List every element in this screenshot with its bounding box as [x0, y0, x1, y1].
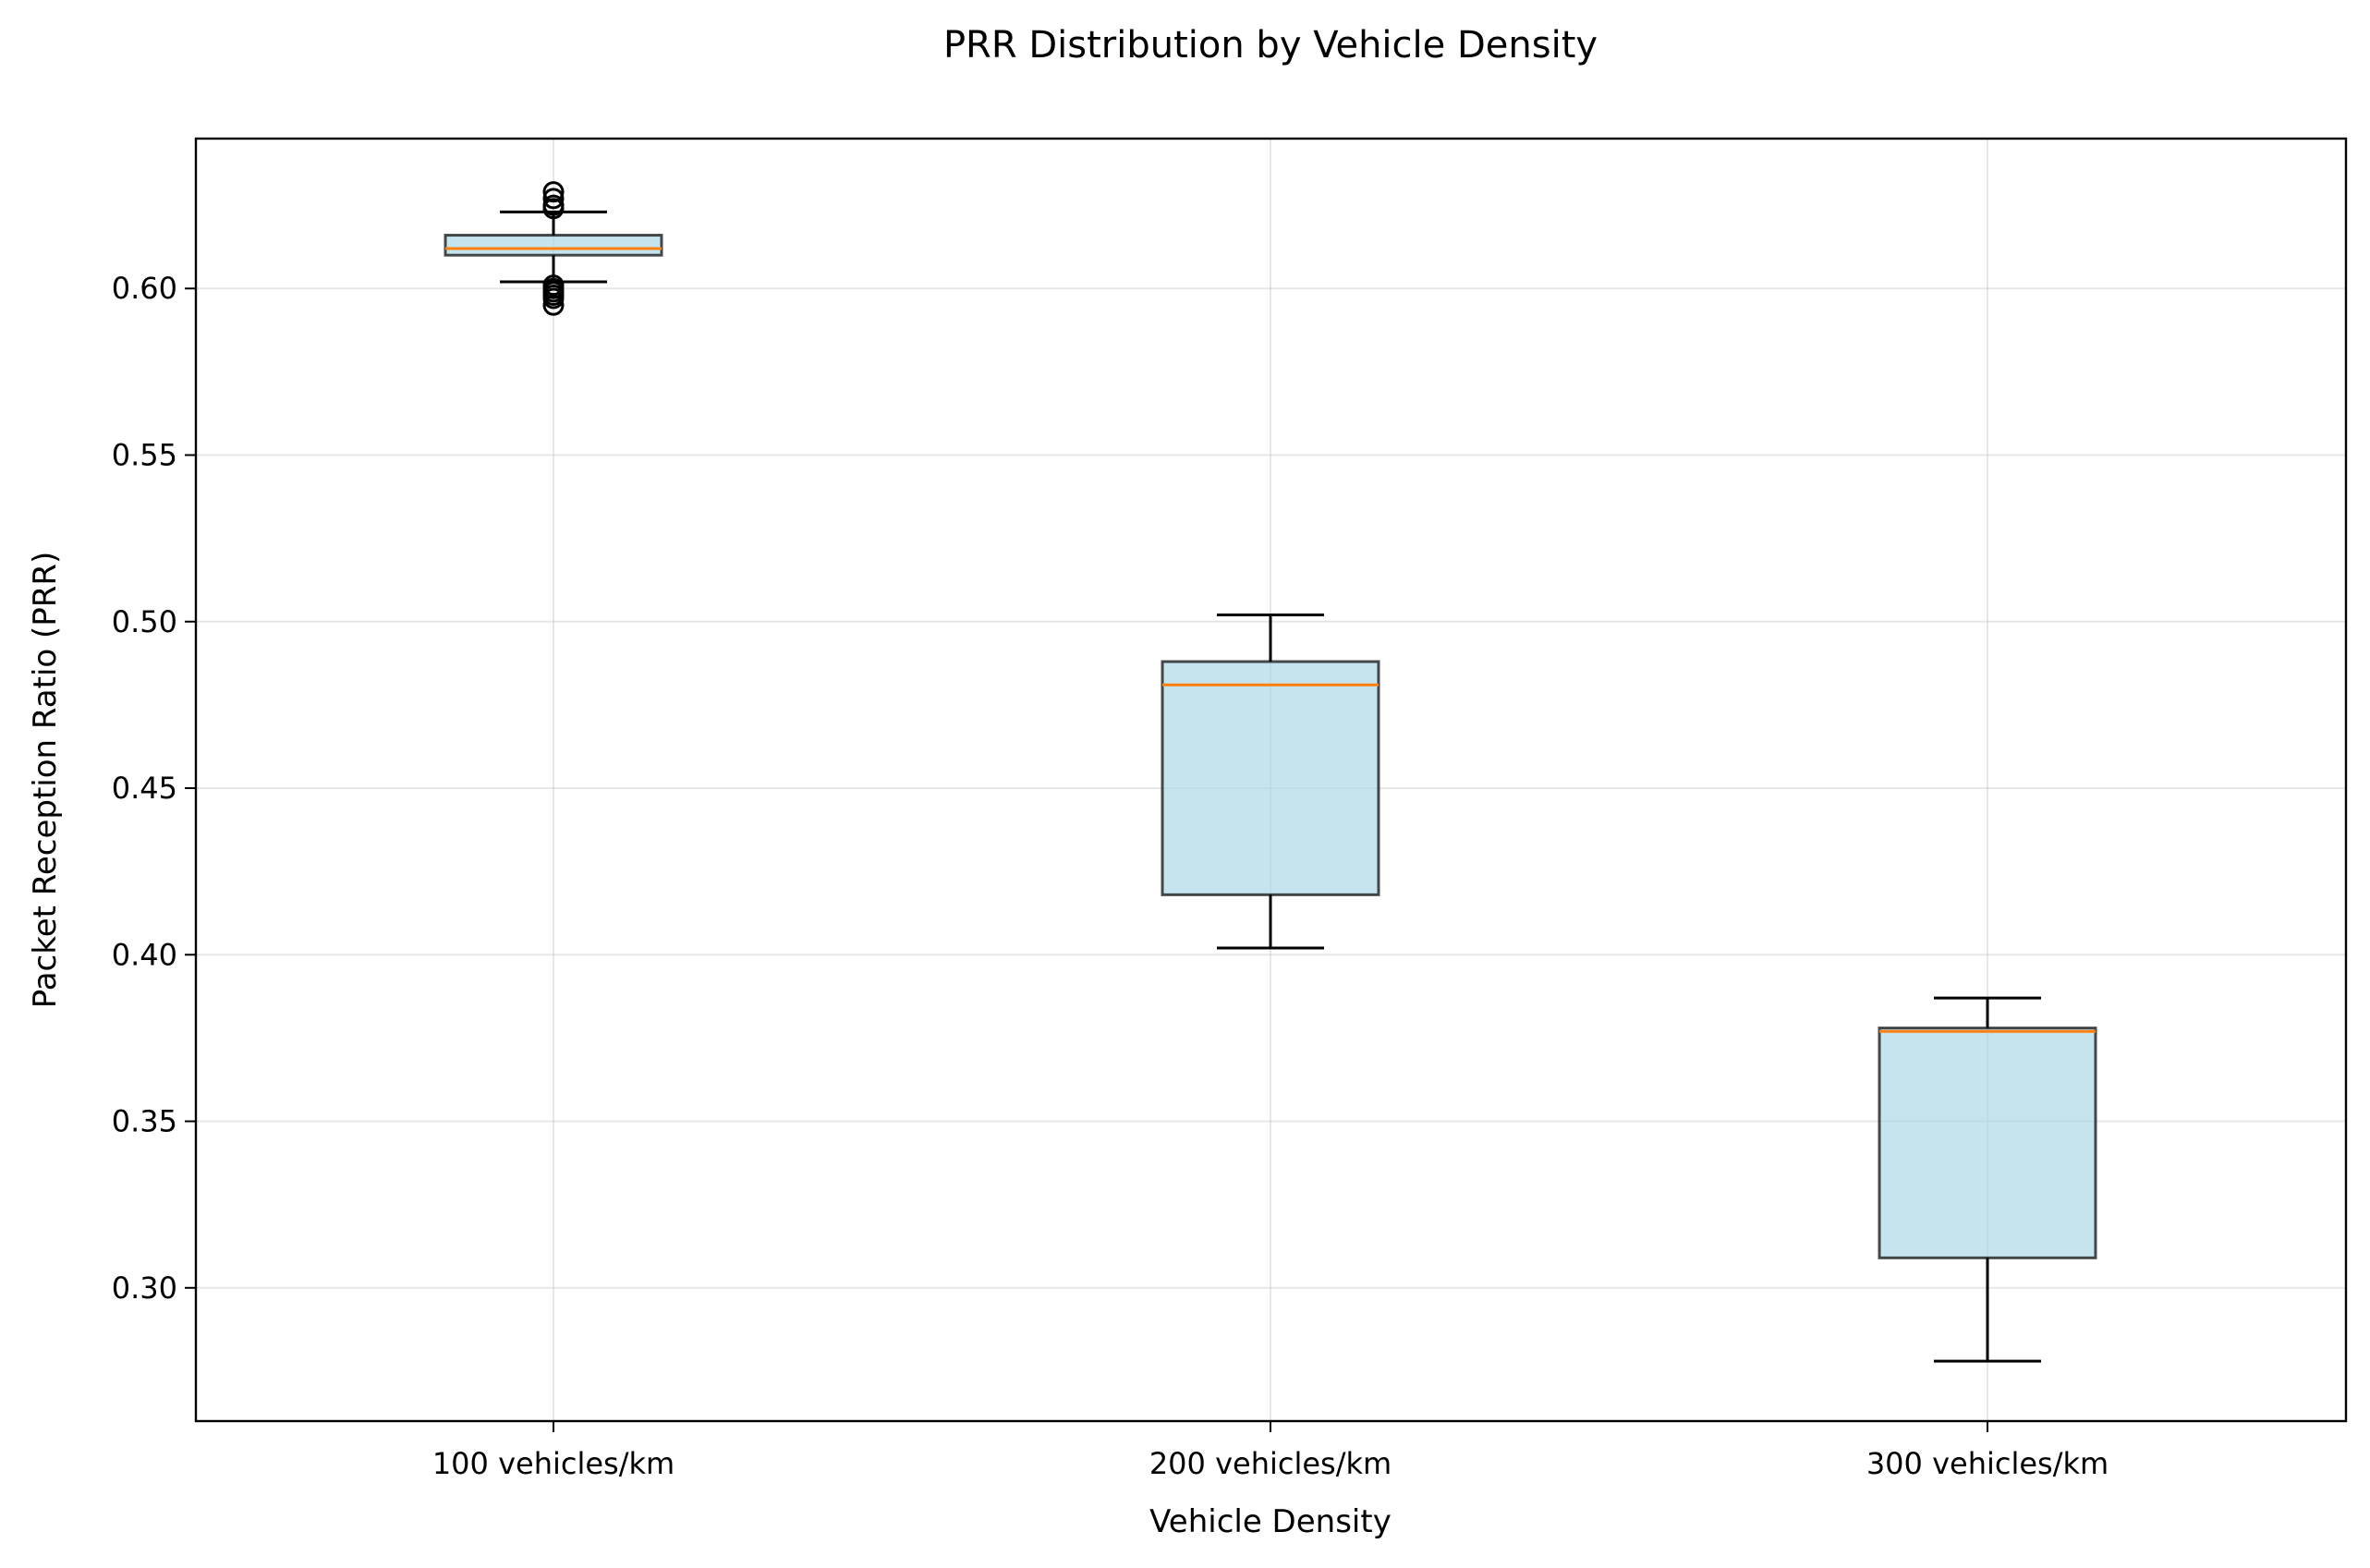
outlier-point	[542, 294, 565, 316]
x-axis-label: Vehicle Density	[1149, 1503, 1392, 1540]
box-group	[1161, 614, 1380, 950]
box-group	[1878, 996, 2097, 1363]
y-tick-label: 0.60	[112, 271, 177, 306]
y-tick-label: 0.35	[112, 1104, 177, 1139]
outlier-point	[542, 287, 565, 310]
boxes-layer	[444, 181, 2097, 1363]
y-tick-label: 0.40	[112, 937, 177, 972]
iqr-box	[444, 234, 663, 257]
chart-title: PRR Distribution by Vehicle Density	[943, 24, 1598, 67]
y-axis-label: Packet Reception Ratio (PRR)	[27, 552, 64, 1009]
iqr-box	[1161, 660, 1380, 896]
x-tick-label: 300 vehicles/km	[1866, 1446, 2109, 1481]
y-tick-label: 0.30	[112, 1270, 177, 1306]
y-tick-label: 0.55	[112, 437, 177, 472]
outlier-point	[542, 198, 565, 220]
ticks-layer: 0.30 0.35 0.40 0.45 0.50 0.55 0.60 100 vehicles…	[112, 271, 2109, 1481]
outlier-point	[542, 181, 565, 203]
x-tick-label: 200 vehicles/km	[1149, 1446, 1392, 1481]
y-tick-label: 0.45	[112, 771, 177, 806]
box-group	[444, 181, 663, 316]
outlier-point	[542, 188, 565, 210]
iqr-box	[1878, 1027, 2097, 1259]
y-tick-label: 0.50	[112, 604, 177, 639]
x-tick-label: 100 vehicles/km	[432, 1446, 675, 1481]
